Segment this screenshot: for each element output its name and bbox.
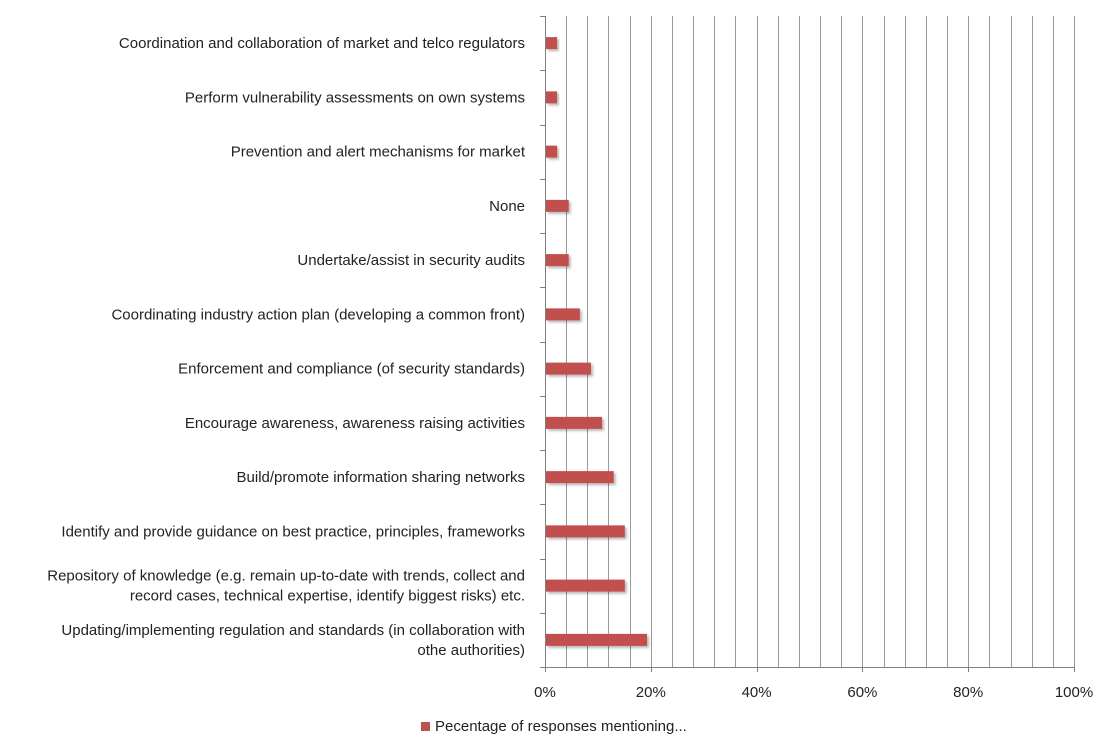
bar — [546, 254, 569, 267]
category-label: Coordination and collaboration of market… — [119, 35, 525, 52]
category-label: Enforcement and compliance (of security … — [178, 361, 525, 378]
category-label: Repository of knowledge (e.g. remain up-… — [47, 568, 525, 585]
x-tick-label: 20% — [636, 684, 666, 701]
category-label: Encourage awareness, awareness raising a… — [185, 415, 525, 432]
bar — [546, 471, 614, 484]
bars — [546, 37, 648, 646]
x-tick-label: 40% — [742, 684, 772, 701]
bar — [546, 199, 569, 212]
category-label: othe authorities) — [417, 642, 525, 659]
legend: Pecentage of responses mentioning... — [421, 718, 687, 735]
category-label: Build/promote information sharing networ… — [237, 469, 525, 486]
x-tick-labels: 0% 20% 40% 60% 80% 100% — [534, 684, 1093, 701]
category-label: Updating/implementing regulation and sta… — [61, 622, 525, 639]
bar — [546, 37, 558, 50]
x-tick-label: 0% — [534, 684, 556, 701]
bar — [546, 362, 591, 375]
category-label: Prevention and alert mechanisms for mark… — [231, 144, 526, 161]
bar — [546, 525, 625, 538]
category-label: Undertake/assist in security audits — [297, 252, 525, 269]
x-tick-label: 80% — [953, 684, 983, 701]
category-label: record cases, technical expertise, ident… — [130, 588, 525, 605]
axes — [540, 16, 1075, 672]
legend-swatch — [421, 722, 430, 731]
category-labels: Coordination and collaboration of market… — [47, 35, 526, 659]
bar — [546, 308, 580, 321]
legend-label: Pecentage of responses mentioning... — [435, 718, 687, 735]
category-label: Perform vulnerability assessments on own… — [185, 89, 525, 106]
x-tick-label: 60% — [847, 684, 877, 701]
category-label: Identify and provide guidance on best pr… — [61, 523, 525, 540]
bar — [546, 416, 603, 429]
bar — [546, 579, 625, 592]
bar — [546, 145, 558, 158]
bar — [546, 633, 648, 646]
x-tick-label: 100% — [1055, 684, 1093, 701]
bar — [546, 91, 558, 104]
gridlines — [566, 16, 1075, 667]
category-label: None — [489, 198, 525, 215]
category-label: Coordinating industry action plan (devel… — [111, 306, 525, 323]
